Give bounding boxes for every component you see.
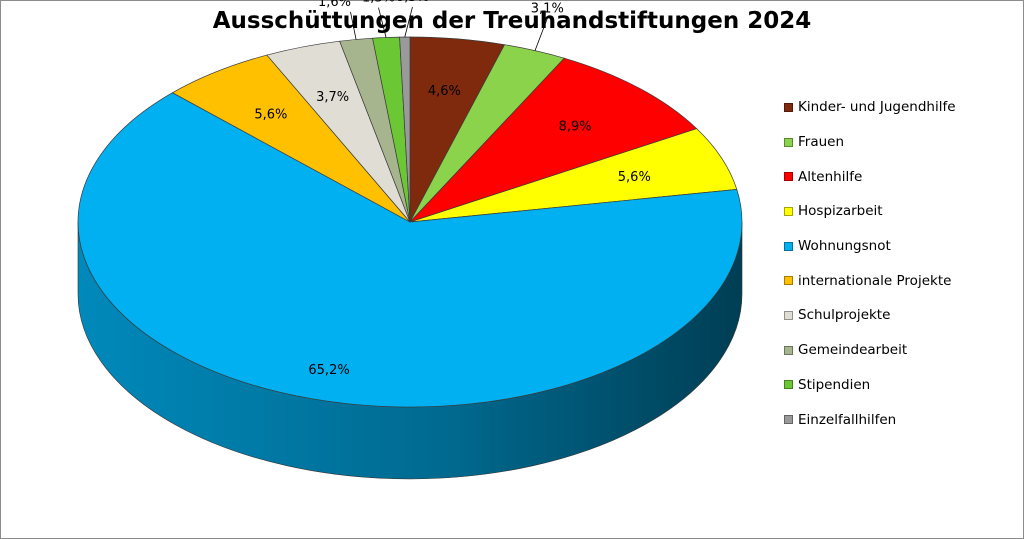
legend-item-8: Stipendien [784, 368, 956, 403]
legend-label-7: Gemeindearbeit [798, 342, 908, 359]
legend-label-6: Schulprojekte [798, 307, 891, 324]
legend-item-9: Einzelfallhilfen [784, 402, 956, 437]
legend-label-0: Kinder- und Jugendhilfe [798, 99, 956, 116]
legend-swatch-9 [784, 415, 793, 425]
legend-label-4: Wohnungsnot [798, 238, 891, 255]
legend-swatch-7 [784, 345, 793, 355]
legend-swatch-5 [784, 276, 793, 286]
pie-slice-2 [409, 57, 698, 223]
legend-swatch-8 [784, 380, 793, 390]
legend-label-1: Frauen [798, 134, 845, 151]
data-label-5: 5,6% [254, 108, 287, 123]
legend-item-7: Gemeindearbeit [784, 333, 956, 368]
legend-label-8: Stipendien [798, 376, 871, 393]
data-label-2: 8,9% [559, 120, 592, 135]
data-label-6: 3,7% [316, 90, 349, 105]
legend-swatch-3 [784, 206, 793, 216]
leader-line-7 [350, 11, 357, 40]
chart-title: Ausschüttungen der Treuhandstiftungen 20… [212, 8, 812, 34]
legend-label-2: Altenhilfe [798, 168, 863, 185]
leader-line-1 [534, 18, 548, 51]
data-label-1: 3,1% [531, 2, 564, 17]
legend-swatch-4 [784, 241, 793, 251]
legend-item-4: Wohnungsnot [784, 229, 956, 264]
pie-slice-9 [399, 36, 411, 223]
legend-item-5: internationale Projekte [784, 263, 956, 298]
data-label-8: 1,3% [362, 0, 395, 6]
legend-swatch-6 [784, 310, 793, 320]
pie-slice-4 [77, 92, 743, 408]
data-label-7: 1,6% [318, 0, 351, 10]
legend-label-5: internationale Projekte [798, 272, 952, 289]
legend-item-2: Altenhilfe [784, 159, 956, 194]
data-label-4: 65,2% [308, 363, 349, 378]
chart-legend: Kinder- und Jugendhilfe Frauen Altenhilfe H… [784, 90, 956, 437]
leader-line-9 [404, 6, 413, 38]
leader-line-8 [378, 7, 387, 38]
data-label-9: 0,5% [396, 0, 429, 5]
legend-item-0: Kinder- und Jugendhilfe [784, 90, 956, 125]
legend-swatch-1 [784, 137, 793, 147]
legend-label-3: Hospizarbeit [798, 203, 883, 220]
pie-slices [77, 36, 743, 408]
data-labels: 4,6% 3,1% 8,9% 5,6% 65,2% 5,6% 3,7% 1,6% 1,3%0,5… [254, 0, 650, 378]
legend-swatch-0 [784, 102, 793, 112]
legend-item-1: Frauen [784, 125, 956, 160]
legend-swatch-2 [784, 172, 793, 182]
data-label-0: 4,6% [428, 84, 461, 99]
legend-item-6: Schulprojekte [784, 298, 956, 333]
legend-label-9: Einzelfallhilfen [798, 411, 897, 428]
data-label-3: 5,6% [618, 170, 651, 185]
legend-item-3: Hospizarbeit [784, 194, 956, 229]
